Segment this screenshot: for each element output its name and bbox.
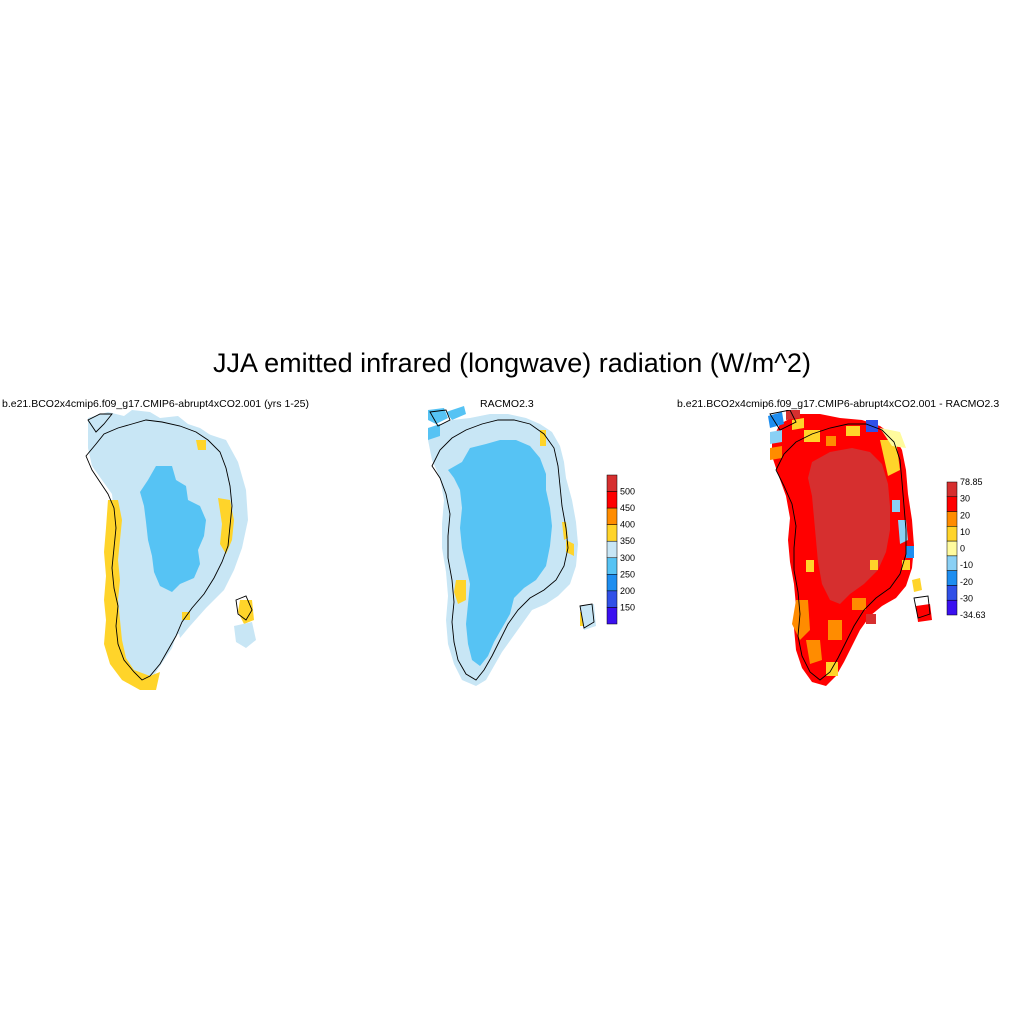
colorbar-3: 78.85 30 20 10 0 -10 -20 -30 -34.63 <box>946 477 986 620</box>
colorbar-tick-label: 200 <box>277 584 292 594</box>
colorbar-swatch <box>946 599 958 616</box>
colorbar-swatch <box>606 574 618 592</box>
colorbar-swatch <box>606 491 618 509</box>
colorbar-tick-label: 500 <box>620 487 635 497</box>
colorbar-tick-label: -20 <box>960 577 973 587</box>
colorbar-swatch <box>606 557 618 575</box>
colorbar-tick-label: 150 <box>277 599 292 609</box>
colorbar-swatch <box>264 512 274 527</box>
colorbar-tick-label: 400 <box>277 523 292 533</box>
colorbar-swatch <box>946 526 958 542</box>
colorbar-tick-label: 300 <box>620 553 635 563</box>
coastline <box>769 410 931 681</box>
colorbar-swatch <box>606 590 618 608</box>
colorbar-swatch <box>606 540 618 559</box>
colorbar-tick-label: 450 <box>277 507 292 517</box>
panel-1-title: b.e21.BCO2x4cmip6.f09_g17.CMIP6-abrupt4x… <box>2 398 309 410</box>
colorbar-swatch <box>946 555 958 571</box>
colorbar-tick-label: 450 <box>620 503 635 513</box>
colorbar-swatch <box>606 607 618 625</box>
panel-2-title: RACMO2.3 <box>480 398 534 410</box>
colorbar-tick-label: 250 <box>277 568 292 578</box>
colorbar-swatch <box>946 570 958 586</box>
colorbar-2: 500 450 400 350 300 250 200 150 <box>606 474 635 625</box>
ice-sheet-field <box>428 414 578 686</box>
colorbar-swatch <box>946 481 958 498</box>
colorbar-tick-label: 400 <box>620 520 635 530</box>
ice-sheet-field <box>88 410 248 690</box>
colorbar-swatch <box>946 511 958 527</box>
difference-edge-cells <box>792 426 932 676</box>
colorbar-tick-label: 0 <box>960 544 965 554</box>
colorbar-tick-label: 350 <box>620 536 635 546</box>
colorbar-tick-label: 10 <box>960 527 970 537</box>
colorbar-tick-label: 350 <box>277 538 292 548</box>
coastline <box>429 409 595 681</box>
colorbar-swatch <box>606 474 618 492</box>
colorbar-swatch <box>946 496 958 512</box>
colorbar-swatch <box>606 524 618 542</box>
colorbar-swatch <box>264 589 274 604</box>
colorbar-tick-label: -10 <box>960 560 973 570</box>
island-patch <box>234 622 256 648</box>
colorbar-swatch <box>264 528 274 543</box>
colorbar-swatch <box>946 540 958 557</box>
colorbar-swatch <box>264 497 274 512</box>
colorbar-swatch <box>946 585 958 601</box>
colorbar-1: 606.8 500 450 400 350 300 250 200 150 112.1 <box>264 477 300 624</box>
colorbar-tick-label: 300 <box>277 553 292 563</box>
colorbar-swatch <box>606 507 618 525</box>
colorbar-tick-label: 200 <box>620 586 635 596</box>
panel-3-title: b.e21.BCO2x4cmip6.f09_g17.CMIP6-abrupt4x… <box>677 398 1000 410</box>
colorbar-swatch <box>264 543 274 558</box>
colorbar-tick-label: 150 <box>620 602 635 612</box>
figure-title: JJA emitted infrared (longwave) radiatio… <box>213 348 811 378</box>
colorbar-tick-label: 78.85 <box>960 477 983 487</box>
colorbar-tick-label: -30 <box>960 593 973 603</box>
colorbar-swatch <box>264 573 274 588</box>
colorbar-tick-label: 606.8 <box>277 477 300 487</box>
colorbar-tick-label: 30 <box>960 494 970 504</box>
colorbar-tick-label: 20 <box>960 510 970 520</box>
colorbar-swatch <box>264 482 274 497</box>
map-panel-2: 500 450 400 350 300 250 200 150 <box>428 406 635 686</box>
colorbar-swatch <box>264 558 274 573</box>
colorbar-tick-label: 500 <box>277 492 292 502</box>
colorbar-swatch <box>264 604 274 619</box>
colorbar-tick-label: 250 <box>620 569 635 579</box>
map-panel-1: 606.8 500 450 400 350 300 250 200 150 112.1 <box>85 410 300 690</box>
map-panel-3: 78.85 30 20 10 0 -10 -20 -30 -34.63 <box>768 410 986 686</box>
colorbar-tick-label: -34.63 <box>960 610 986 620</box>
colorbar-tick-label: 112.1 <box>277 614 299 624</box>
coastline <box>85 413 253 681</box>
